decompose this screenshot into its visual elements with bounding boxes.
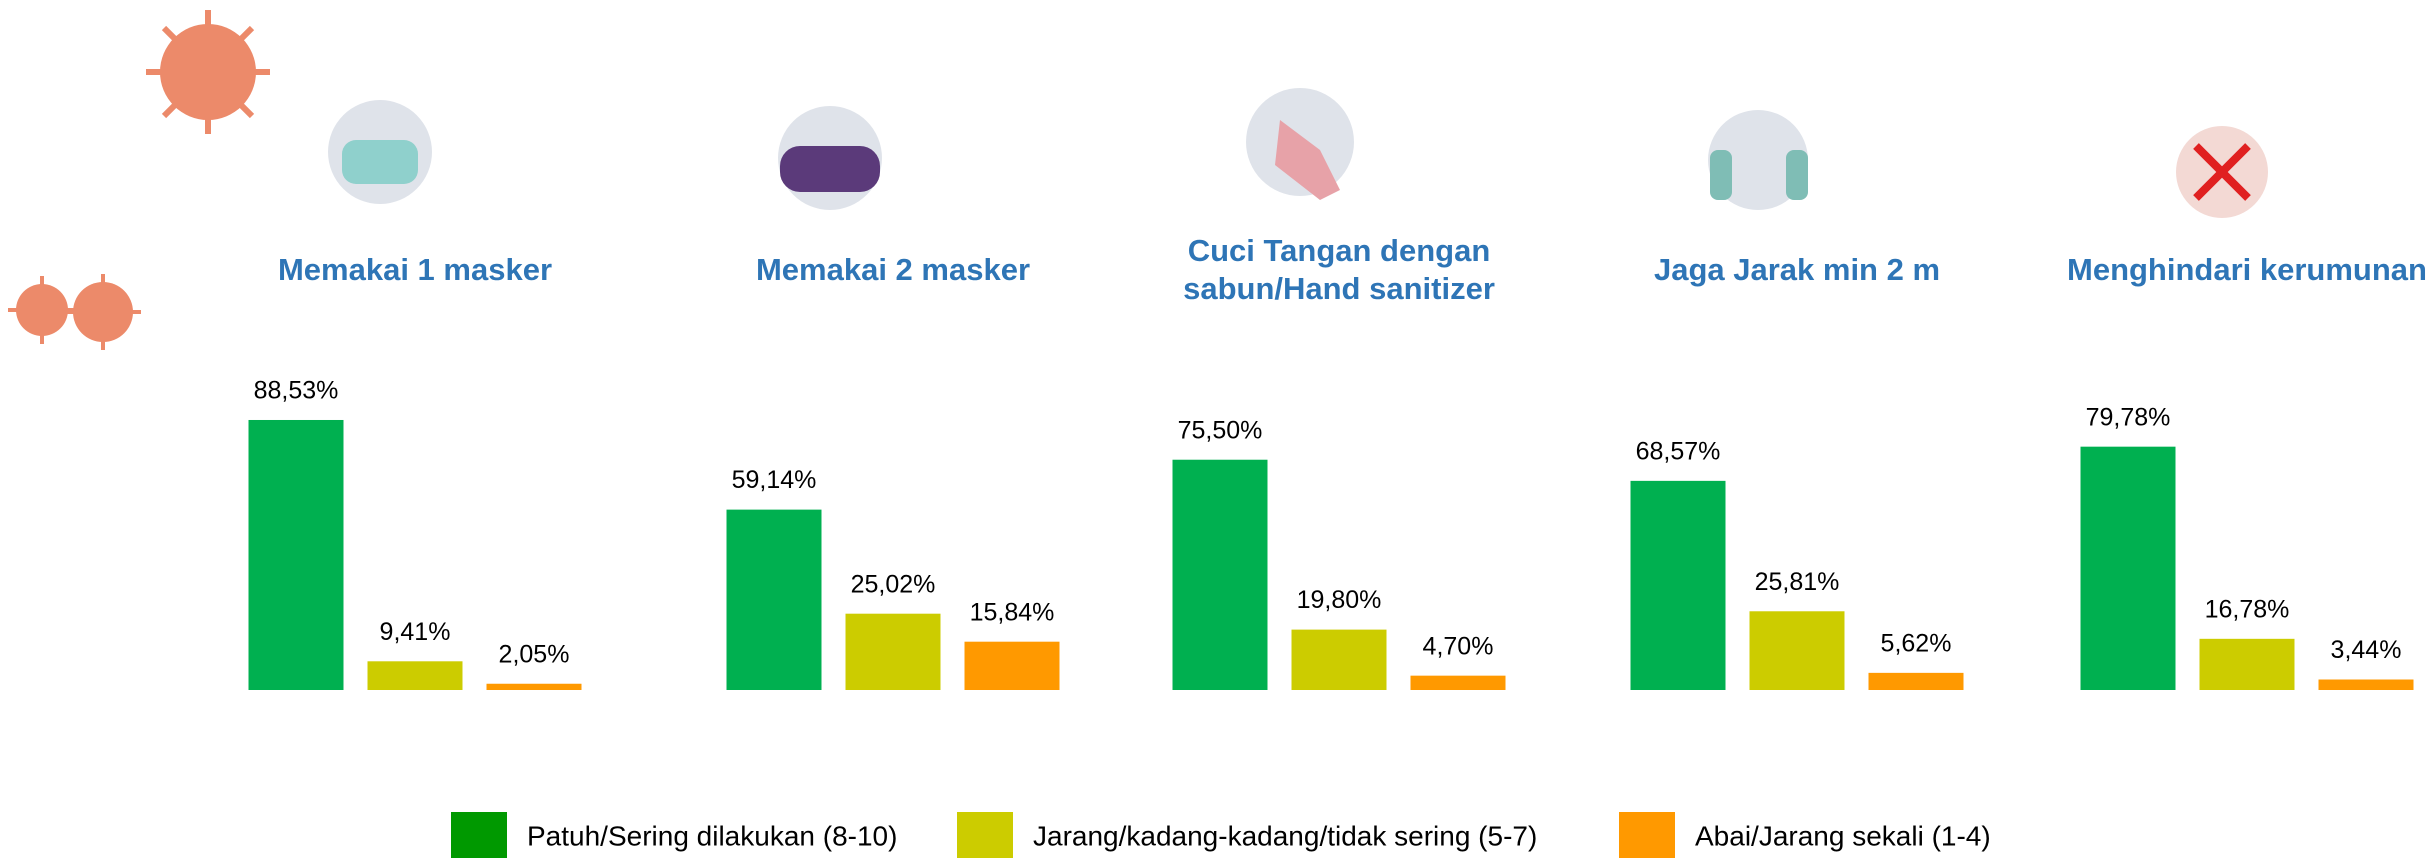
group-title: Jaga Jarak min 2 m (1653, 252, 1941, 287)
bar (486, 683, 582, 690)
value-label: 4,70% (1423, 632, 1494, 660)
group-title: Memakai 1 masker (277, 252, 553, 287)
bar (367, 661, 463, 690)
value-label: 2,05% (499, 640, 570, 668)
bar (1172, 459, 1268, 690)
bar (845, 613, 941, 690)
bar (2199, 638, 2295, 690)
measure-icons (328, 88, 2268, 218)
group-title-box: Memakai 1 masker (277, 252, 553, 287)
legend-swatch (1619, 812, 1675, 858)
group-title-box: Jaga Jarak min 2 m (1653, 252, 1941, 287)
value-label: 68,57% (1636, 437, 1721, 465)
bar (1749, 611, 1845, 690)
group-title-box: Menghindari kerumunan (2067, 252, 2427, 287)
value-label: 25,02% (851, 570, 936, 598)
legend-swatch (957, 812, 1013, 858)
bar (248, 419, 344, 690)
value-label: 16,78% (2205, 595, 2290, 623)
value-label: 15,84% (970, 598, 1055, 626)
group-title: Cuci Tangan dengan sabun/Hand sanitizer (1183, 233, 1495, 306)
bar (964, 641, 1060, 690)
bar (1410, 675, 1506, 690)
legend-swatch (451, 812, 507, 858)
bar (1291, 629, 1387, 690)
value-label: 88,53% (254, 377, 339, 405)
value-label: 79,78% (2086, 403, 2171, 431)
bar (2080, 446, 2176, 690)
value-label: 3,44% (2331, 636, 2402, 664)
bar (1868, 672, 1964, 690)
legend-label: Patuh/Sering dilakukan (8-10) (527, 820, 897, 851)
group-title: Memakai 2 masker (755, 252, 1031, 287)
bar (2318, 679, 2414, 690)
bar (1630, 480, 1726, 690)
value-label: 75,50% (1178, 416, 1263, 444)
legend-label: Abai/Jarang sekali (1-4) (1695, 820, 1991, 851)
bar (726, 509, 822, 690)
value-label: 59,14% (732, 466, 817, 494)
legend-label: Jarang/kadang-kadang/tidak sering (5-7) (1033, 820, 1537, 851)
virus-icon (8, 10, 270, 350)
value-label: 19,80% (1297, 586, 1382, 614)
value-label: 9,41% (380, 618, 451, 646)
value-label: 5,62% (1881, 629, 1952, 657)
value-label: 25,81% (1755, 568, 1840, 596)
group-title-box: Cuci Tangan dengan sabun/Hand sanitizer (1183, 233, 1495, 306)
group-title: Menghindari kerumunan (2067, 252, 2427, 287)
group-title-box: Memakai 2 masker (755, 252, 1031, 287)
